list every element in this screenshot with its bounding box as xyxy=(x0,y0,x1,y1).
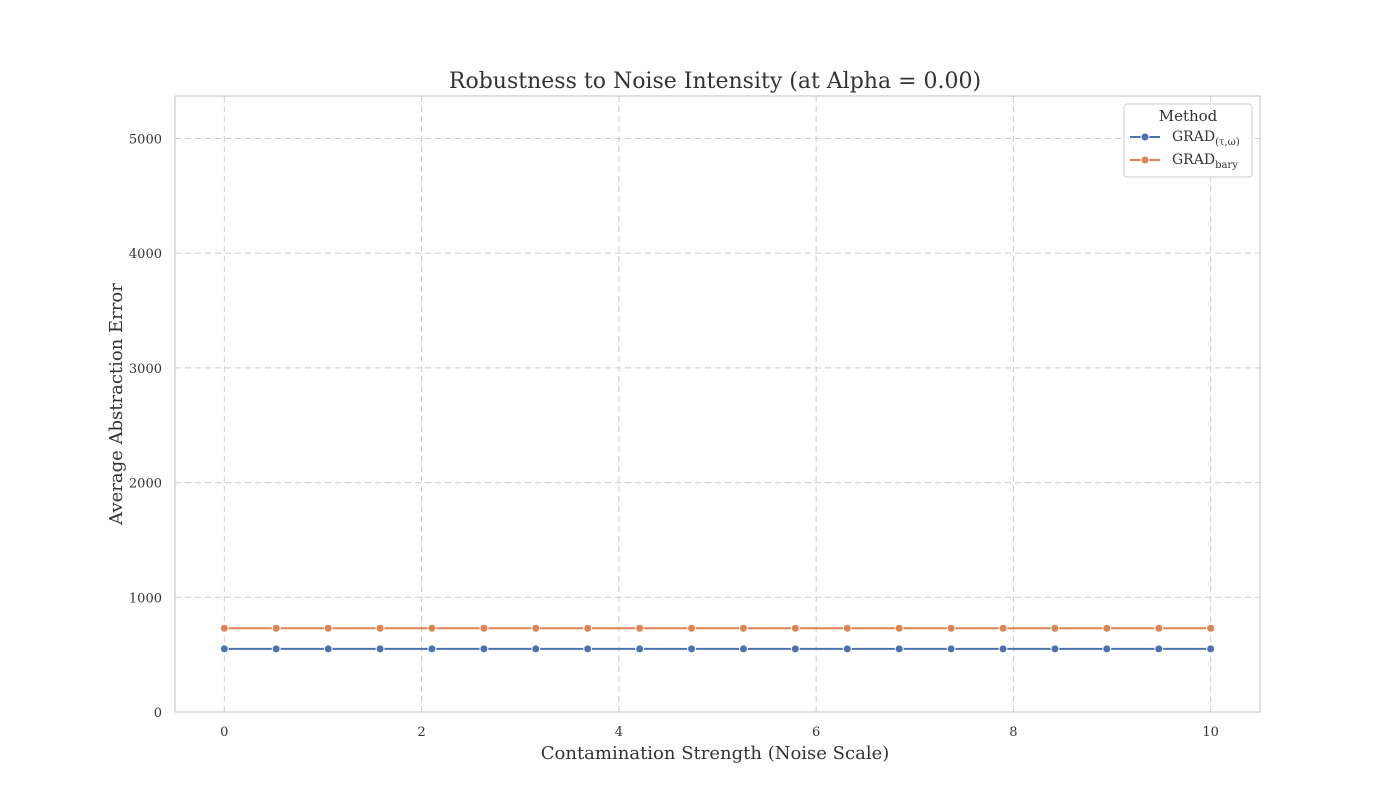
x-tick-label: 10 xyxy=(1202,725,1219,740)
data-point xyxy=(219,644,229,654)
x-tick-label: 2 xyxy=(417,725,425,740)
chart-title: Robustness to Noise Intensity (at Alpha … xyxy=(449,69,981,94)
series-layer xyxy=(219,623,1216,654)
data-point xyxy=(790,623,800,633)
y-tick-label: 1000 xyxy=(129,591,162,606)
y-axis-label: Average Abstraction Error xyxy=(106,283,127,526)
data-point xyxy=(479,623,489,633)
data-point xyxy=(271,644,281,654)
legend-swatch-marker xyxy=(1140,155,1150,165)
plot-frame xyxy=(174,95,1261,713)
x-tick-label: 0 xyxy=(220,725,228,740)
tick-labels: 0 2 4 6 8 10 0 1000 2000 3000 4000 5000 xyxy=(129,132,1219,740)
x-tick-label: 4 xyxy=(615,725,623,740)
data-point xyxy=(894,644,904,654)
data-point xyxy=(738,623,748,633)
data-point xyxy=(842,623,852,633)
y-tick-label: 4000 xyxy=(129,247,162,262)
y-tick-label: 3000 xyxy=(129,362,162,377)
data-point xyxy=(1154,623,1164,633)
data-point xyxy=(738,644,748,654)
data-point xyxy=(531,644,541,654)
data-point xyxy=(427,623,437,633)
data-point xyxy=(271,623,281,633)
data-point xyxy=(946,623,956,633)
data-point xyxy=(531,623,541,633)
data-point xyxy=(1102,623,1112,633)
y-tick-label: 0 xyxy=(154,706,162,721)
data-point xyxy=(687,623,697,633)
data-point xyxy=(894,623,904,633)
legend-title: Method xyxy=(1159,107,1218,125)
data-point xyxy=(1206,644,1216,654)
data-point xyxy=(1206,623,1216,633)
data-point xyxy=(946,644,956,654)
data-point xyxy=(1154,644,1164,654)
data-point xyxy=(790,644,800,654)
data-point xyxy=(635,623,645,633)
data-point xyxy=(687,644,697,654)
x-tick-label: 8 xyxy=(1009,725,1017,740)
data-point xyxy=(583,644,593,654)
data-point xyxy=(583,623,593,633)
data-point xyxy=(998,623,1008,633)
data-point xyxy=(323,623,333,633)
series-0 xyxy=(219,644,1216,654)
legend-swatch-marker xyxy=(1140,132,1150,142)
data-point xyxy=(1102,644,1112,654)
y-tick-label: 5000 xyxy=(129,132,162,147)
legend: Method GRAD(τ,ω)GRADbary xyxy=(1123,103,1253,178)
legend-box xyxy=(1123,103,1253,178)
data-point xyxy=(842,644,852,654)
x-axis-label: Contamination Strength (Noise Scale) xyxy=(541,743,890,764)
data-point xyxy=(375,644,385,654)
data-point xyxy=(323,644,333,654)
data-point xyxy=(375,623,385,633)
grid xyxy=(175,96,1260,713)
legend-label-subscript: (τ,ω) xyxy=(1215,137,1240,148)
data-point xyxy=(479,644,489,654)
data-point xyxy=(635,644,645,654)
x-tick-label: 6 xyxy=(812,725,820,740)
data-point xyxy=(219,623,229,633)
legend-label-subscript: bary xyxy=(1215,160,1238,171)
data-point xyxy=(1050,623,1060,633)
series-1 xyxy=(219,623,1216,633)
data-point xyxy=(427,644,437,654)
data-point xyxy=(1050,644,1060,654)
y-tick-label: 2000 xyxy=(129,477,162,492)
data-point xyxy=(998,644,1008,654)
